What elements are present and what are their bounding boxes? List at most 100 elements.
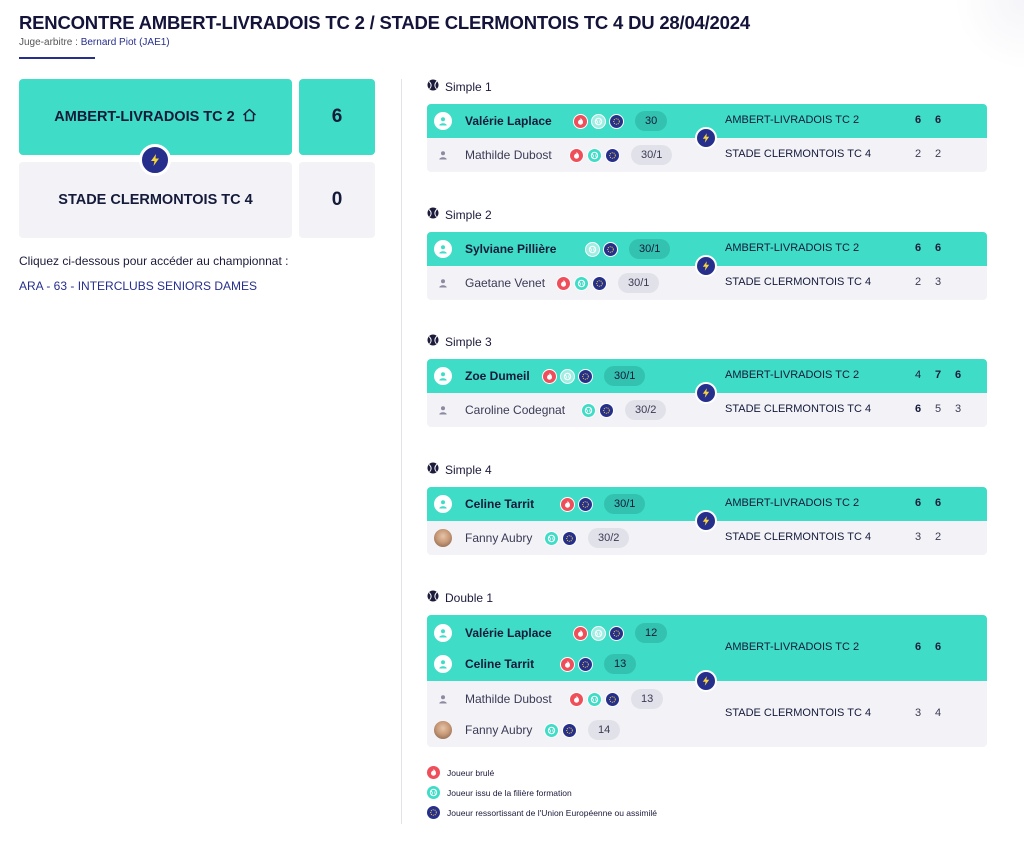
championship-link[interactable]: ARA - 63 - INTERCLUBS SENIORS DAMES [19,279,258,293]
burned-player-icon [556,275,571,291]
player-name[interactable]: Fanny Aubry [465,723,533,737]
loser-row: Mathilde Dubost 13 Fanny Aubry 14 STADE CLER… [427,681,987,747]
player: Gaetane Venet 30/1 [427,266,717,300]
team-name: AMBERT-LIVRADOIS TC 2 [725,114,860,126]
training-player-icon [591,625,606,641]
set-score: 7 [935,369,942,381]
player-photo [434,529,452,547]
tennis-ball-icon [427,79,439,94]
player-badges [542,368,596,384]
player-name[interactable]: Caroline Codegnat [465,403,566,417]
player-badges [569,147,623,163]
set-score: 2 [935,531,942,543]
player: Mathilde Dubost 30/1 [427,138,717,172]
match-label: Simple 4 [427,462,492,477]
player-badges [569,691,623,707]
player-name[interactable]: Celine Tarrit [465,657,535,671]
lightning-icon [695,670,717,692]
match-label: Simple 3 [427,334,492,349]
home-team-name: AMBERT-LIVRADOIS TC 2 [54,109,235,125]
column-divider [401,79,402,824]
match-label-text: Simple 3 [445,334,492,349]
burned-player-icon [560,656,575,672]
player-name[interactable]: Mathilde Dubost [465,692,552,706]
player-ranking: 30/2 [625,400,667,420]
tennis-ball-icon [427,207,439,222]
eu-player-icon [562,530,577,546]
match-label-text: Simple 2 [445,207,492,222]
player-badges [556,275,610,291]
tennis-ball-icon [427,590,439,605]
championship-intro: Cliquez ci-dessous pour accéder au champ… [19,254,289,268]
team-name: STADE CLERMONTOIS TC 4 [725,403,872,415]
set-score: 3 [915,531,922,543]
training-player-icon [544,530,559,546]
set-score: 6 [915,242,922,254]
player-name[interactable]: Celine Tarrit [465,497,535,511]
player-name[interactable]: Valérie Laplace [465,626,552,640]
home-team-score: 6 [299,79,375,155]
team-name: STADE CLERMONTOIS TC 4 [725,531,872,543]
team-name: AMBERT-LIVRADOIS TC 2 [725,242,860,254]
set-score: 6 [955,369,962,381]
player-name[interactable]: Fanny Aubry [465,531,533,545]
player-ranking: 30/1 [631,145,673,165]
eu-player-icon [603,241,618,257]
team-name: AMBERT-LIVRADOIS TC 2 [725,641,860,653]
set-score: 3 [915,707,922,719]
burned-player-icon [573,625,588,641]
user-icon [434,495,452,513]
page-title: RENCONTRE AMBERT-LIVRADOIS TC 2 / STADE … [19,12,750,33]
player-ranking: 30/1 [604,366,646,386]
home-team-box: AMBERT-LIVRADOIS TC 2 [19,79,292,155]
team-name: STADE CLERMONTOIS TC 4 [725,276,872,288]
eu-player-icon [578,368,593,384]
player-name[interactable]: Valérie Laplace [465,114,552,128]
player: Valérie Laplace 12 [427,616,717,650]
set-score: 4 [915,369,922,381]
player-ranking: 13 [631,689,664,709]
player-ranking: 13 [604,654,637,674]
lightning-icon [695,510,717,532]
player-name[interactable]: Mathilde Dubost [465,148,552,162]
referee-label: Juge-arbitre : [19,37,78,48]
player-name[interactable]: Zoe Dumeil [465,369,530,383]
training-player-icon [427,786,440,799]
player-badges [573,625,627,641]
burned-player-icon [573,113,588,129]
away-team-name: STADE CLERMONTOIS TC 4 [58,192,253,208]
title-underline [19,57,95,59]
legend-item: Joueur brulé [427,766,494,779]
user-icon [434,240,452,258]
legend-text: Joueur ressortissant de l'Union Européen… [447,807,657,818]
match-card: Valérie Laplace 12 Celine Tarrit 13 AMBERT-L… [427,615,987,747]
legend-text: Joueur brulé [447,767,495,778]
referee-name: Bernard Piot (JAE1) [80,37,170,48]
user-icon [434,690,452,708]
player-name[interactable]: Gaetane Venet [465,276,546,290]
user-icon [434,624,452,642]
eu-player-icon [578,656,593,672]
player: Zoe Dumeil 30/1 [427,359,717,393]
set-score: 3 [955,403,962,415]
lightning-icon [695,127,717,149]
burned-player-icon [569,691,584,707]
user-icon [434,367,452,385]
training-player-icon [574,275,589,291]
eu-player-icon [427,806,440,819]
training-player-icon [581,402,596,418]
eu-player-icon [599,402,614,418]
player-name[interactable]: Sylviane Pillière [465,242,557,256]
eu-player-icon [562,722,577,738]
player: Celine Tarrit 30/1 [427,487,717,521]
match-label-text: Simple 4 [445,462,492,477]
burned-player-icon [427,766,440,779]
match-card: Sylviane Pillière 30/1 AMBERT-LIVRADOIS TC… [427,232,987,300]
